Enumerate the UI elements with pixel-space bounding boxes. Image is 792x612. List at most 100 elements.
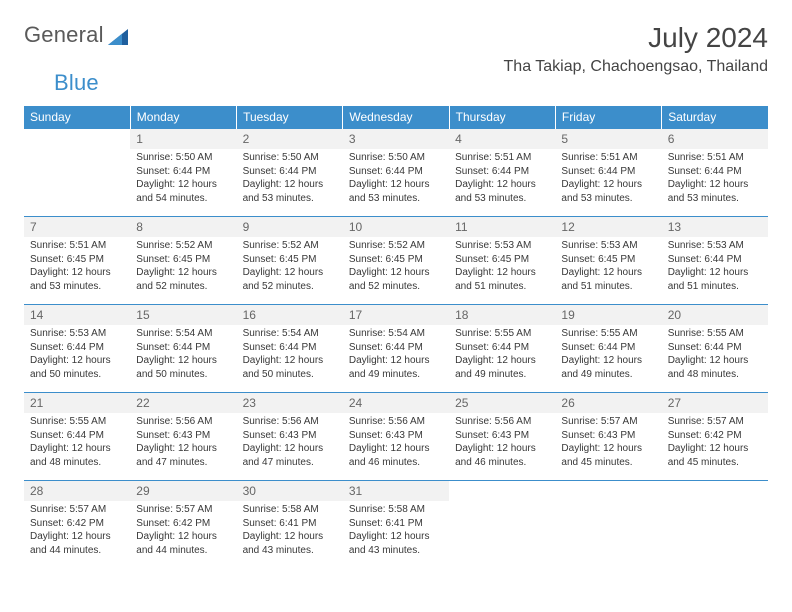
calendar-day-cell: 9Sunrise: 5:52 AMSunset: 6:45 PMDaylight… (237, 217, 343, 305)
day-number: 3 (343, 129, 449, 149)
sunrise-text: Sunrise: 5:51 AM (455, 151, 549, 165)
calendar-day-cell: 2 Sunrise: 5:50 AMSunset: 6:44 PMDaylight… (237, 129, 343, 217)
daylight-text: Daylight: 12 hours and 49 minutes. (349, 354, 443, 381)
weekday-header: Saturday (662, 106, 768, 129)
sunrise-text: Sunrise: 5:55 AM (561, 327, 655, 341)
sunrise-text: Sunrise: 5:57 AM (136, 503, 230, 517)
sunset-text: Sunset: 6:43 PM (455, 429, 549, 443)
day-number: 10 (343, 217, 449, 237)
calendar-day-cell (24, 129, 130, 217)
weekday-header: Monday (130, 106, 236, 129)
sunset-text: Sunset: 6:45 PM (136, 253, 230, 267)
sunset-text: Sunset: 6:44 PM (243, 165, 337, 179)
calendar-table: Sunday Monday Tuesday Wednesday Thursday… (24, 106, 768, 569)
day-number: 27 (662, 393, 768, 413)
calendar-week-row: 14Sunrise: 5:53 AMSunset: 6:44 PMDayligh… (24, 305, 768, 393)
sunrise-text: Sunrise: 5:56 AM (243, 415, 337, 429)
daylight-text: Daylight: 12 hours and 49 minutes. (455, 354, 549, 381)
day-number: 30 (237, 481, 343, 501)
calendar-day-cell: 16Sunrise: 5:54 AMSunset: 6:44 PMDayligh… (237, 305, 343, 393)
day-number: 17 (343, 305, 449, 325)
weekday-header: Sunday (24, 106, 130, 129)
brand-triangle-icon (108, 29, 128, 47)
daylight-text: Daylight: 12 hours and 53 minutes. (243, 178, 337, 205)
sunset-text: Sunset: 6:44 PM (30, 341, 124, 355)
sunrise-text: Sunrise: 5:53 AM (561, 239, 655, 253)
sunrise-text: Sunrise: 5:56 AM (349, 415, 443, 429)
calendar-day-cell: 23Sunrise: 5:56 AMSunset: 6:43 PMDayligh… (237, 393, 343, 481)
daylight-text: Daylight: 12 hours and 53 minutes. (30, 266, 124, 293)
calendar-day-cell: 5Sunrise: 5:51 AMSunset: 6:44 PMDaylight… (555, 129, 661, 217)
calendar-day-cell: 29Sunrise: 5:57 AMSunset: 6:42 PMDayligh… (130, 481, 236, 569)
calendar-day-cell: 24Sunrise: 5:56 AMSunset: 6:43 PMDayligh… (343, 393, 449, 481)
daylight-text: Daylight: 12 hours and 50 minutes. (136, 354, 230, 381)
day-number: 19 (555, 305, 661, 325)
sunset-text: Sunset: 6:41 PM (243, 517, 337, 531)
day-number: 16 (237, 305, 343, 325)
day-number: 5 (555, 129, 661, 149)
day-number: 11 (449, 217, 555, 237)
calendar-day-cell: 11Sunrise: 5:53 AMSunset: 6:45 PMDayligh… (449, 217, 555, 305)
day-number: 12 (555, 217, 661, 237)
day-number: 9 (237, 217, 343, 237)
calendar-day-cell: 14Sunrise: 5:53 AMSunset: 6:44 PMDayligh… (24, 305, 130, 393)
day-number: 2 (237, 129, 343, 149)
sunrise-text: Sunrise: 5:55 AM (668, 327, 762, 341)
calendar-day-cell: 30Sunrise: 5:58 AMSunset: 6:41 PMDayligh… (237, 481, 343, 569)
sunset-text: Sunset: 6:43 PM (561, 429, 655, 443)
calendar-day-cell: 4Sunrise: 5:51 AMSunset: 6:44 PMDaylight… (449, 129, 555, 217)
sunset-text: Sunset: 6:45 PM (455, 253, 549, 267)
calendar-day-cell: 20Sunrise: 5:55 AMSunset: 6:44 PMDayligh… (662, 305, 768, 393)
day-number: 18 (449, 305, 555, 325)
day-number: 21 (24, 393, 130, 413)
calendar-day-cell (662, 481, 768, 569)
sunrise-text: Sunrise: 5:56 AM (455, 415, 549, 429)
month-title: July 2024 (504, 22, 768, 54)
day-number: 8 (130, 217, 236, 237)
calendar-day-cell: 12Sunrise: 5:53 AMSunset: 6:45 PMDayligh… (555, 217, 661, 305)
sunset-text: Sunset: 6:44 PM (668, 341, 762, 355)
daylight-text: Daylight: 12 hours and 53 minutes. (561, 178, 655, 205)
sunset-text: Sunset: 6:43 PM (136, 429, 230, 443)
sunset-text: Sunset: 6:45 PM (243, 253, 337, 267)
sunset-text: Sunset: 6:44 PM (668, 165, 762, 179)
sunset-text: Sunset: 6:45 PM (30, 253, 124, 267)
calendar-day-cell: 6Sunrise: 5:51 AMSunset: 6:44 PMDaylight… (662, 129, 768, 217)
sunrise-text: Sunrise: 5:50 AM (243, 151, 337, 165)
calendar-day-cell (555, 481, 661, 569)
daylight-text: Daylight: 12 hours and 44 minutes. (136, 530, 230, 557)
sunrise-text: Sunrise: 5:57 AM (668, 415, 762, 429)
header: General July 2024 Tha Takiap, Chachoengs… (24, 22, 768, 76)
daylight-text: Daylight: 12 hours and 45 minutes. (668, 442, 762, 469)
day-number: 7 (24, 217, 130, 237)
daylight-text: Daylight: 12 hours and 50 minutes. (30, 354, 124, 381)
day-number: 23 (237, 393, 343, 413)
day-number: 15 (130, 305, 236, 325)
calendar-day-cell: 7Sunrise: 5:51 AMSunset: 6:45 PMDaylight… (24, 217, 130, 305)
calendar-day-cell: 18Sunrise: 5:55 AMSunset: 6:44 PMDayligh… (449, 305, 555, 393)
sunset-text: Sunset: 6:44 PM (561, 165, 655, 179)
day-number: 22 (130, 393, 236, 413)
sunset-text: Sunset: 6:44 PM (349, 165, 443, 179)
calendar-week-row: 28Sunrise: 5:57 AMSunset: 6:42 PMDayligh… (24, 481, 768, 569)
sunrise-text: Sunrise: 5:54 AM (136, 327, 230, 341)
daylight-text: Daylight: 12 hours and 47 minutes. (136, 442, 230, 469)
day-number: 31 (343, 481, 449, 501)
day-number: 14 (24, 305, 130, 325)
sunrise-text: Sunrise: 5:50 AM (349, 151, 443, 165)
calendar-day-cell: 15 Sunrise: 5:54 AMSunset: 6:44 PMDayligh… (130, 305, 236, 393)
day-number: 13 (662, 217, 768, 237)
day-number: 29 (130, 481, 236, 501)
calendar-day-cell: 26Sunrise: 5:57 AMSunset: 6:43 PMDayligh… (555, 393, 661, 481)
daylight-text: Daylight: 12 hours and 53 minutes. (349, 178, 443, 205)
calendar-day-cell: 10Sunrise: 5:52 AMSunset: 6:45 PMDayligh… (343, 217, 449, 305)
sunset-text: Sunset: 6:44 PM (30, 429, 124, 443)
sunset-text: Sunset: 6:44 PM (349, 341, 443, 355)
calendar-day-cell: 3 Sunrise: 5:50 AMSunset: 6:44 PMDaylight… (343, 129, 449, 217)
day-number: 4 (449, 129, 555, 149)
calendar-day-cell (449, 481, 555, 569)
sunset-text: Sunset: 6:44 PM (668, 253, 762, 267)
calendar-day-cell: 25Sunrise: 5:56 AMSunset: 6:43 PMDayligh… (449, 393, 555, 481)
calendar-day-cell: 13Sunrise: 5:53 AMSunset: 6:44 PMDayligh… (662, 217, 768, 305)
sunset-text: Sunset: 6:44 PM (136, 341, 230, 355)
